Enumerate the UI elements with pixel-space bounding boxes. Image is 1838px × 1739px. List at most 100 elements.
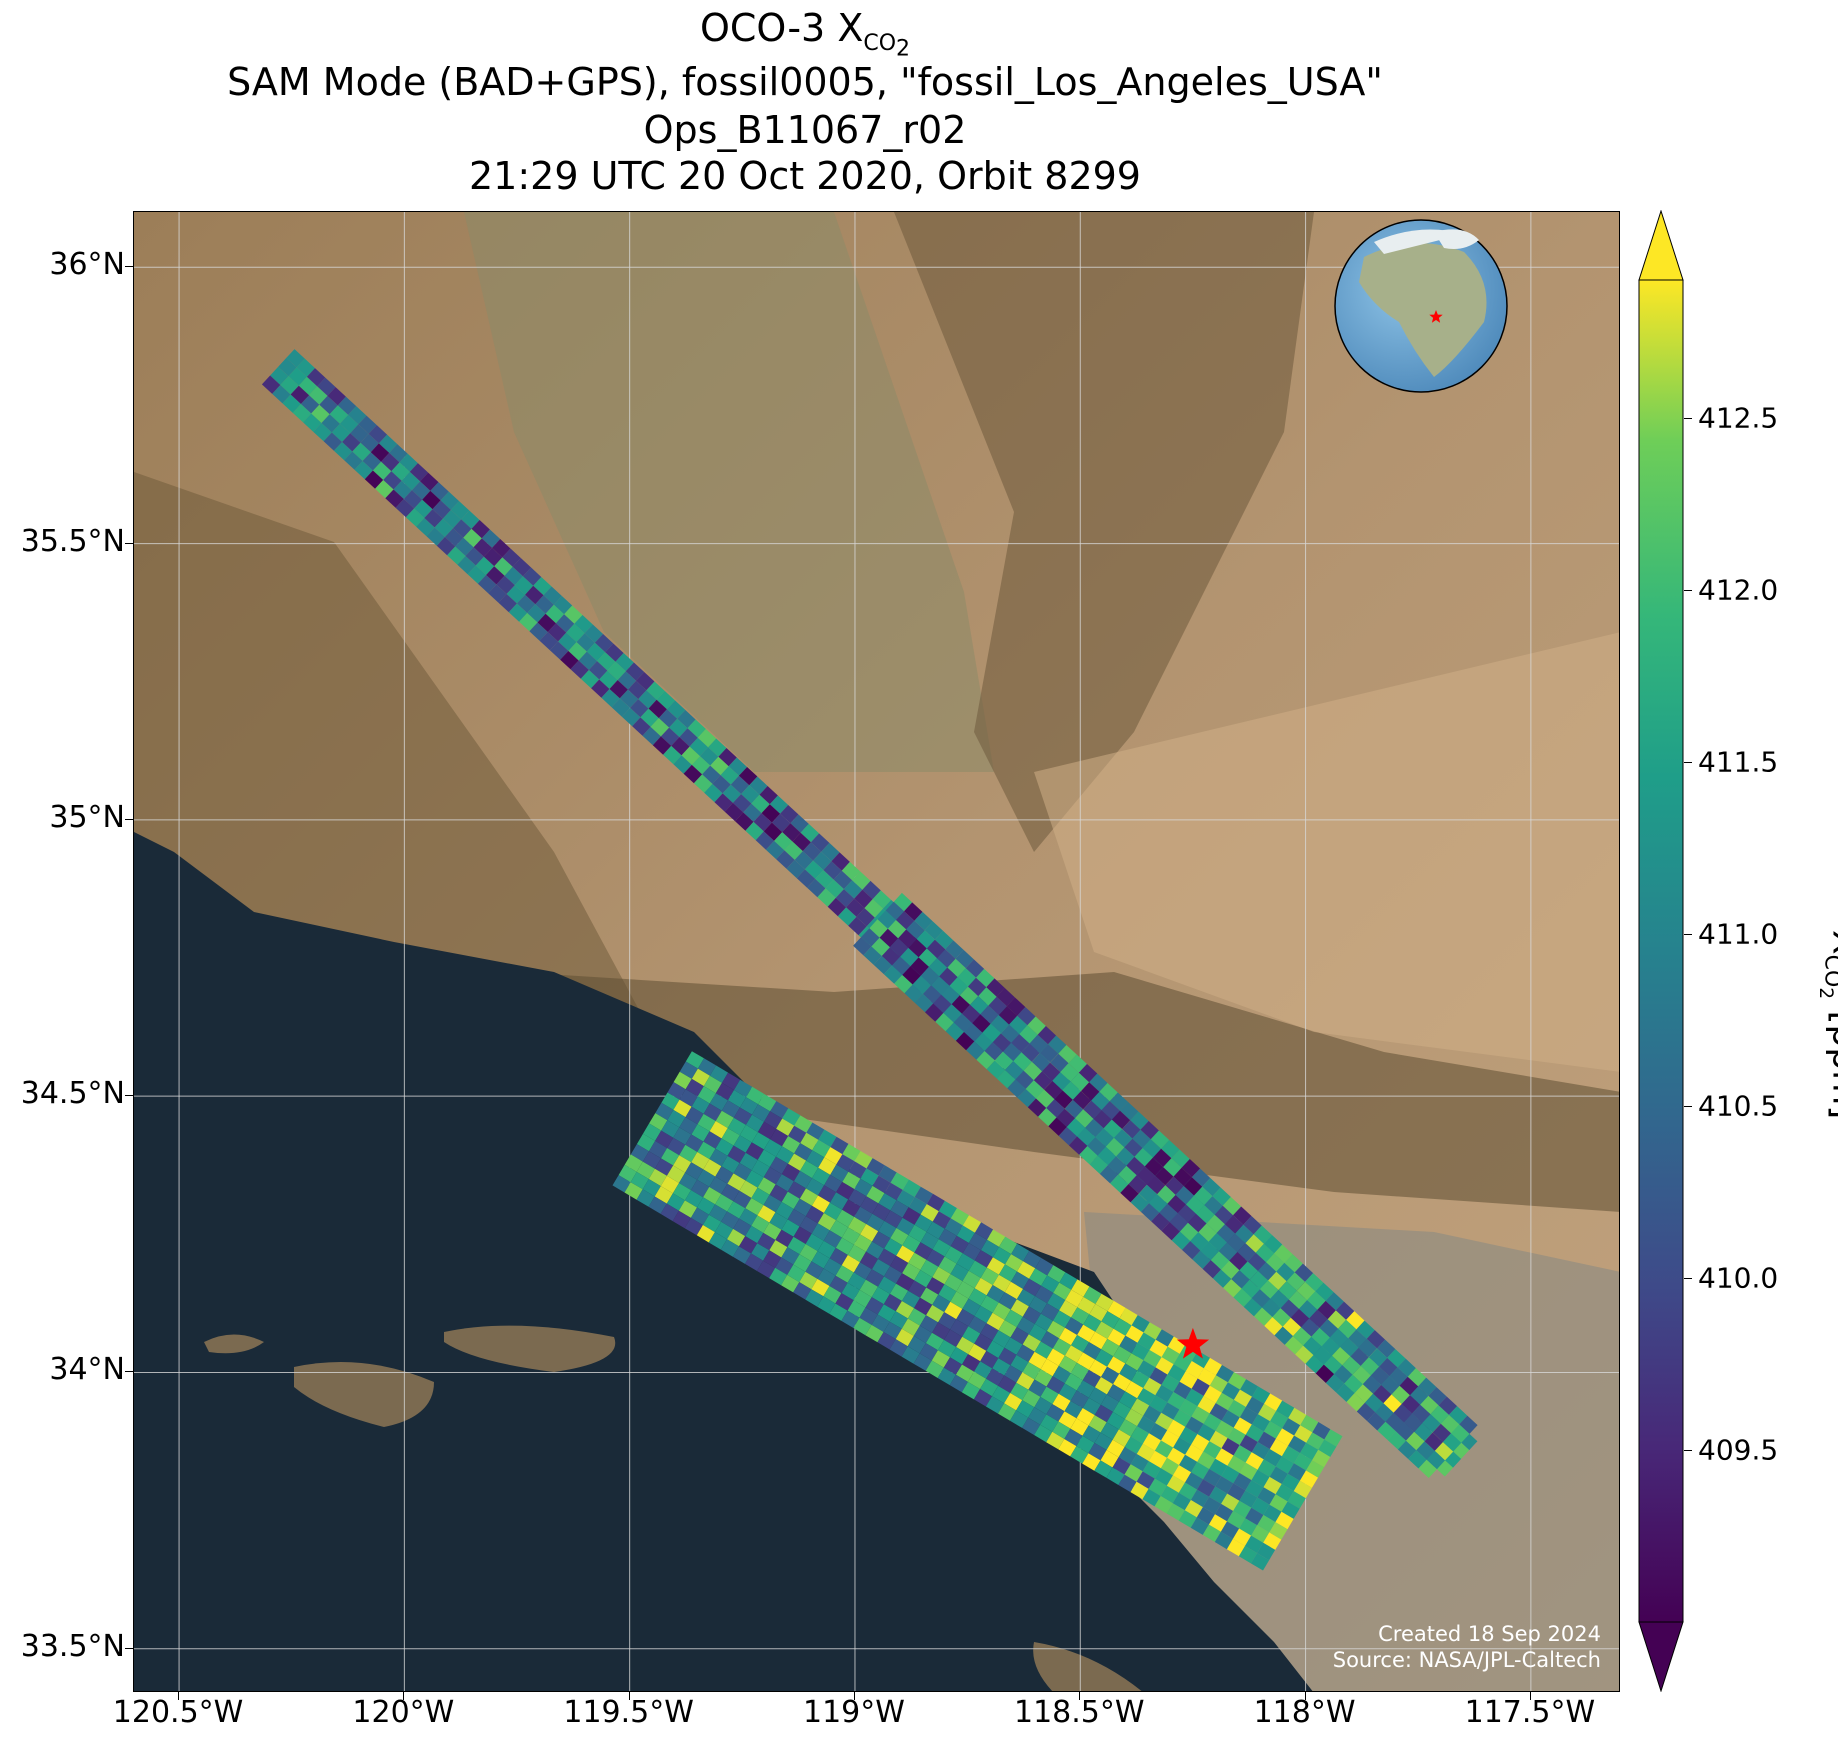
sounding-cell — [1120, 1102, 1139, 1121]
sounding-cell — [919, 1343, 938, 1361]
sounding-cell — [1124, 1408, 1144, 1427]
sounding-cell — [830, 1164, 849, 1182]
sounding-cell — [697, 1086, 716, 1104]
sounding-cell — [1052, 1365, 1071, 1384]
sounding-cell — [914, 1186, 933, 1205]
globe-star-icon — [1429, 310, 1443, 323]
sounding-cell — [457, 556, 476, 575]
sounding-cell — [1315, 1364, 1335, 1383]
sounding-cell — [1274, 1244, 1293, 1263]
sounding-cell — [823, 1230, 842, 1248]
sounding-cell — [1409, 1386, 1429, 1405]
sounding-cell — [914, 994, 934, 1013]
sounding-cell — [1275, 1484, 1294, 1502]
sounding-cell — [1175, 1186, 1194, 1205]
sounding-cell — [1281, 1501, 1300, 1519]
sounding-cell — [1329, 1328, 1349, 1347]
sounding-cell — [932, 1266, 951, 1285]
sounding-cell — [782, 1136, 801, 1154]
sounding-cell — [1088, 1442, 1107, 1461]
sounding-cell — [1143, 1377, 1162, 1396]
sounding-cell — [1263, 1532, 1282, 1550]
sounding-cell — [914, 911, 933, 931]
sounding-cell — [861, 928, 880, 947]
sounding-cell — [494, 557, 513, 576]
sounding-cell — [714, 1221, 734, 1240]
sounding-cell — [1068, 1136, 1088, 1155]
sounding-cell — [799, 1271, 818, 1290]
sounding-cell — [1046, 1431, 1065, 1450]
sounding-cell — [890, 1255, 909, 1274]
lat-tick-label: 33.5°N — [20, 1628, 125, 1664]
sounding-cell — [625, 662, 645, 681]
sounding-cell — [1118, 1446, 1137, 1465]
lon-tick-label: 120.5°W — [112, 1695, 244, 1730]
sounding-cell — [1344, 1374, 1363, 1394]
sounding-cell — [1428, 1387, 1447, 1406]
sounding-cell — [1107, 1356, 1126, 1374]
sounding-cell — [699, 747, 719, 766]
sounding-cell — [812, 1167, 831, 1186]
sounding-cell — [998, 1320, 1017, 1338]
sounding-cell — [502, 548, 521, 567]
sounding-cell — [1312, 1449, 1331, 1468]
sounding-cell — [1233, 1288, 1252, 1307]
lon-tick-label: 119.5°W — [563, 1695, 694, 1730]
sounding-cell — [1105, 1137, 1125, 1157]
sounding-cell — [1214, 1205, 1233, 1225]
sounding-cell — [1058, 1127, 1078, 1146]
sounding-cell — [829, 1247, 848, 1266]
sounding-cell — [471, 520, 490, 539]
sounding-cell — [1167, 1419, 1186, 1438]
sounding-cell — [745, 1198, 764, 1216]
sounding-cell — [889, 1339, 908, 1357]
sounding-cell — [303, 413, 322, 432]
sounding-cell — [842, 1171, 861, 1190]
sounding-cell — [745, 1225, 764, 1244]
sounding-cell — [1027, 1098, 1047, 1117]
sounding-cell — [708, 1232, 727, 1250]
sounding-cell — [823, 1286, 842, 1304]
sounding-cell — [654, 1186, 673, 1204]
sounding-cell — [393, 480, 412, 499]
sounding-cell — [1301, 1318, 1320, 1337]
sounding-cell — [395, 499, 415, 518]
sounding-cell — [1407, 1368, 1427, 1387]
sounding-cell — [697, 1169, 716, 1187]
sounding-cell — [1416, 1441, 1435, 1460]
sounding-cell — [1200, 1241, 1219, 1261]
sounding-cell — [539, 632, 559, 651]
sounding-cell — [864, 899, 883, 918]
sounding-cell — [1379, 1357, 1398, 1377]
sounding-cell — [1264, 1393, 1283, 1411]
sounding-cell — [895, 1301, 914, 1319]
sounding-cell — [997, 1070, 1016, 1089]
sounding-cell — [1269, 1494, 1288, 1512]
colorbar-tick — [1684, 589, 1692, 591]
sounding-cell — [1206, 1214, 1225, 1233]
sounding-cell — [1245, 1396, 1265, 1415]
sounding-cell — [902, 1179, 921, 1197]
sounding-cell — [914, 1242, 933, 1260]
sounding-cell — [1190, 1489, 1210, 1508]
sounding-cell — [1082, 1369, 1101, 1388]
sounding-cell — [1034, 1313, 1053, 1331]
sounding-cell — [1101, 1338, 1120, 1357]
sounding-cell — [1149, 1423, 1168, 1441]
sounding-cell — [1005, 1254, 1024, 1272]
sounding-cell — [860, 1168, 879, 1186]
sounding-cell — [1459, 1415, 1478, 1434]
sounding-cell — [793, 1282, 812, 1300]
sounding-cell — [829, 1220, 848, 1238]
sounding-cell — [872, 890, 892, 909]
sounding-cell — [1106, 1411, 1125, 1430]
sounding-cell — [440, 491, 460, 510]
san-miguel-island — [204, 1334, 264, 1354]
sounding-cell — [806, 1122, 825, 1140]
sounding-cell — [938, 1200, 957, 1219]
sounding-cell — [1251, 1442, 1270, 1460]
sounding-cell — [1076, 1435, 1095, 1454]
sounding-cell — [865, 1297, 884, 1315]
sounding-cell — [673, 1127, 692, 1145]
sounding-cell — [763, 1139, 782, 1157]
